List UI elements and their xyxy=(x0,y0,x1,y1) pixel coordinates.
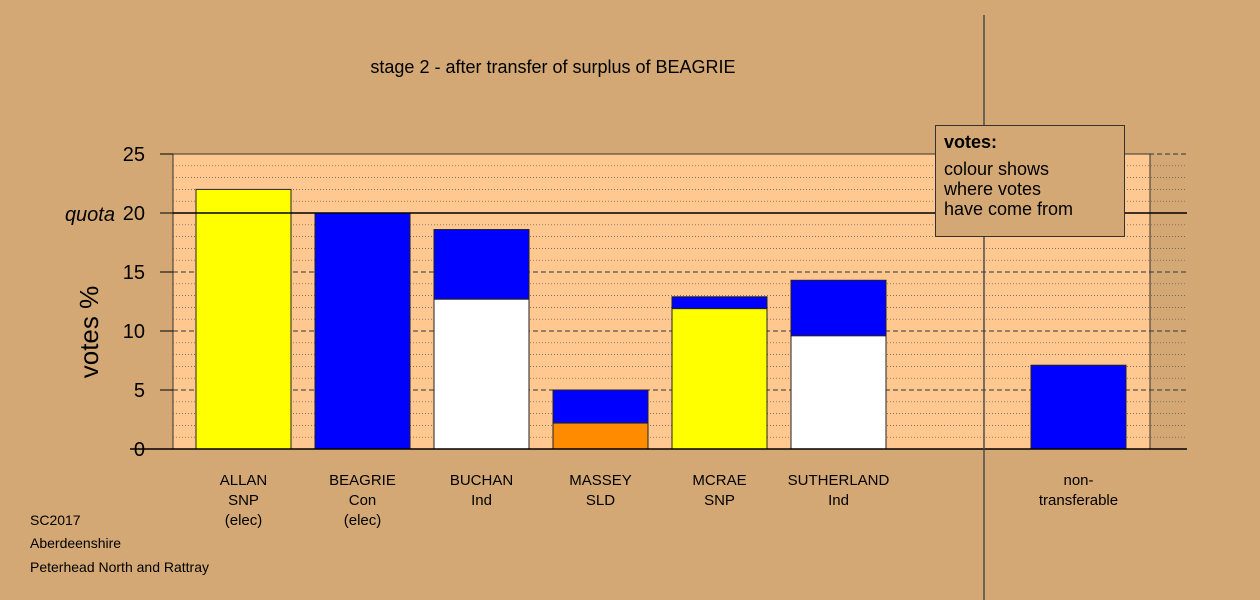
y-tick-label: 5 xyxy=(134,380,145,402)
quota-label: quota xyxy=(65,204,115,226)
candidate-tick-label: BEAGRIE xyxy=(329,472,396,489)
candidate-tick-label: ALLAN xyxy=(220,472,268,489)
candidate-tick-label: Ind xyxy=(828,492,849,509)
candidate-tick-label: (elec) xyxy=(344,512,382,529)
candidate-bar-segment xyxy=(552,422,649,450)
nontransferable-tick-label: transferable xyxy=(1039,492,1118,509)
y-tick-label: 25 xyxy=(123,144,145,166)
candidate-tick-label: SUTHERLAND xyxy=(788,472,890,489)
candidate-bar-segment xyxy=(314,212,411,450)
legend-line: have come from xyxy=(944,199,1074,219)
candidate-tick-label: MCRAE xyxy=(692,472,746,489)
legend-title: votes: xyxy=(944,132,998,152)
y-tick-label: 15 xyxy=(123,262,145,284)
candidate-tick-label: SNP xyxy=(704,492,735,509)
chart-title: stage 2 - after transfer of surplus of B… xyxy=(370,57,735,77)
candidate-tick-label: BUCHAN xyxy=(450,472,513,489)
candidate-tick-label: Con xyxy=(349,492,377,509)
legend-line: colour shows xyxy=(944,159,1050,179)
candidate-bar-segment xyxy=(790,335,887,450)
y-tick-label: 20 xyxy=(123,203,145,225)
candidate-tick-label: MASSEY xyxy=(569,472,632,489)
candidate-bar-segment xyxy=(790,279,887,337)
nontransferable-bar-segment xyxy=(1030,364,1127,450)
y-tick-label: 0 xyxy=(134,439,145,461)
footer-ward: Peterhead North and Rattray xyxy=(30,559,209,575)
y-axis-label: votes % xyxy=(74,286,104,379)
nontransferable-tick-label: non- xyxy=(1063,472,1093,489)
legend: votes: colour shows where votes have com… xyxy=(935,125,1125,237)
candidate-bar-segment xyxy=(433,298,530,450)
candidate-tick-label: SLD xyxy=(586,492,615,509)
candidate-tick-label: SNP xyxy=(228,492,259,509)
candidate-bar-segment xyxy=(195,188,292,450)
candidate-bar-segment xyxy=(433,229,530,300)
footer-election: SC2017 xyxy=(30,512,81,528)
candidate-bar-segment xyxy=(671,308,768,450)
candidate-tick-label: (elec) xyxy=(225,512,263,529)
candidate-bar-segment xyxy=(552,389,649,424)
candidate-tick-label: Ind xyxy=(471,492,492,509)
legend-line: where votes xyxy=(944,179,1042,199)
y-tick-label: 10 xyxy=(123,321,145,343)
footer-council: Aberdeenshire xyxy=(30,535,122,551)
candidate-bar-segment xyxy=(671,296,768,310)
